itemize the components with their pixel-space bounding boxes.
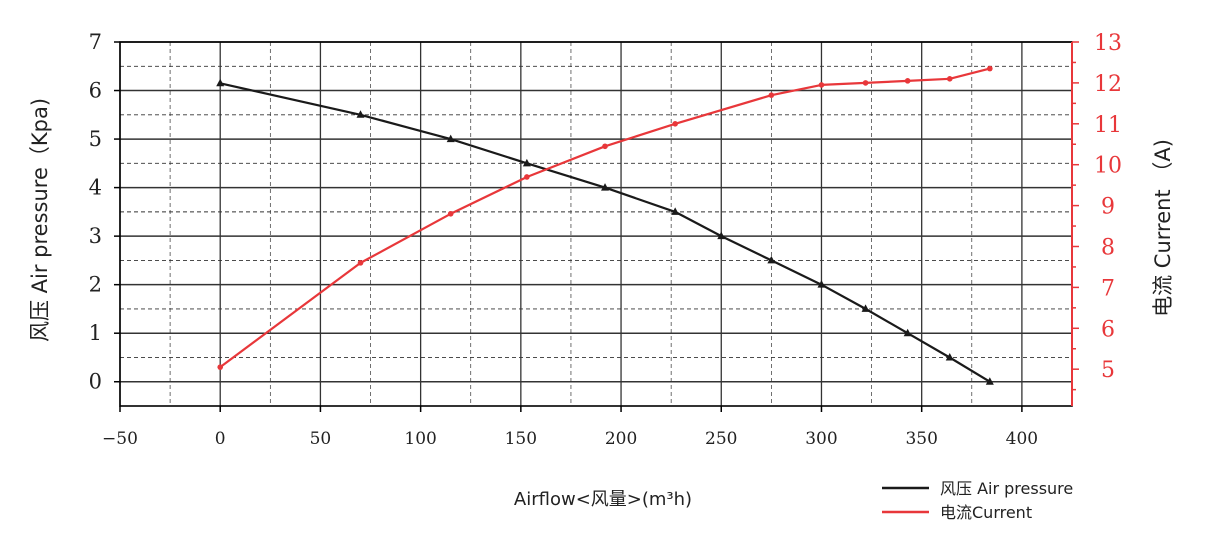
pressure-data-point [903, 328, 912, 337]
left-y-tick-label: 3 [89, 224, 102, 248]
left-y-tick-label: 0 [89, 370, 102, 394]
current-data-point [862, 80, 869, 86]
right-y-tick-label: 7 [1101, 276, 1115, 301]
right-y-tick-label: 5 [1101, 358, 1115, 383]
pressure-data-point [861, 304, 870, 312]
left-y-tick-label: 5 [89, 127, 102, 151]
left-y-tick-label: 6 [89, 79, 102, 103]
right-y-tick-label: 8 [1101, 235, 1115, 260]
current-series-line [219, 67, 991, 368]
pressure-data-point [717, 231, 726, 240]
pressure-data-point [671, 207, 680, 215]
left-y-tick-label: 2 [89, 273, 102, 297]
right-y-tick-label: 13 [1094, 31, 1122, 56]
pressure-data-point [522, 158, 531, 167]
current-data-point [946, 76, 953, 82]
x-tick-label: 400 [1006, 429, 1038, 449]
current-data-point [818, 82, 825, 88]
legend: 风压 Air pressure 电流Current [882, 479, 1073, 522]
current-data-point [524, 174, 530, 180]
legend-pressure-label: 风压 Air pressure [940, 479, 1073, 498]
pressure-data-point [767, 255, 776, 264]
plot-frame [119, 41, 1073, 407]
current-data-point [602, 143, 608, 150]
current-data-point [447, 210, 454, 217]
current-data-point [904, 78, 911, 84]
right-y-tick-label: 9 [1101, 195, 1115, 220]
current-data-point [217, 364, 224, 370]
pressure-data-point [817, 280, 826, 288]
current-data-point [987, 65, 993, 72]
current-data-point [768, 92, 775, 98]
left-y-axis-title: 风压 Air pressure（Kpa) [28, 98, 52, 342]
pressure-series-line [219, 82, 991, 383]
pressure-data-point [985, 377, 994, 385]
x-tick-label: 250 [705, 429, 737, 449]
x-tick-label: −50 [102, 429, 138, 449]
pressure-data-point [446, 134, 455, 143]
left-y-tick-label: 7 [89, 30, 102, 54]
current-data-point [357, 260, 364, 266]
pressure-data-point [945, 352, 954, 361]
x-axis-title: Airflow<风量>(m³h) [514, 489, 692, 510]
pressure-data-point [601, 183, 610, 191]
x-tick-label: 100 [404, 429, 436, 449]
axes [114, 41, 1079, 412]
legend-current-label: 电流Current [940, 503, 1032, 522]
right-y-tick-label: 10 [1094, 154, 1122, 179]
x-tick-label: 0 [215, 429, 226, 449]
left-y-tick-label: 4 [89, 176, 102, 200]
right-y-tick-label: 12 [1094, 72, 1122, 97]
x-tick-label: 50 [310, 429, 332, 449]
x-tick-label: 150 [505, 429, 537, 449]
pressure-data-point [216, 78, 225, 87]
right-y-tick-label: 11 [1094, 113, 1122, 138]
right-y-tick-label: 6 [1101, 317, 1115, 342]
grid [119, 41, 1073, 407]
x-tick-label: 300 [805, 429, 837, 449]
series [216, 65, 994, 385]
pressure-data-point [356, 110, 365, 118]
x-tick-label: 200 [605, 429, 637, 449]
x-tick-label: 350 [905, 429, 937, 449]
current-data-point [672, 120, 678, 127]
left-y-tick-label: 1 [89, 321, 102, 345]
right-y-axis-title: 电流 Current （A) [1151, 139, 1175, 317]
